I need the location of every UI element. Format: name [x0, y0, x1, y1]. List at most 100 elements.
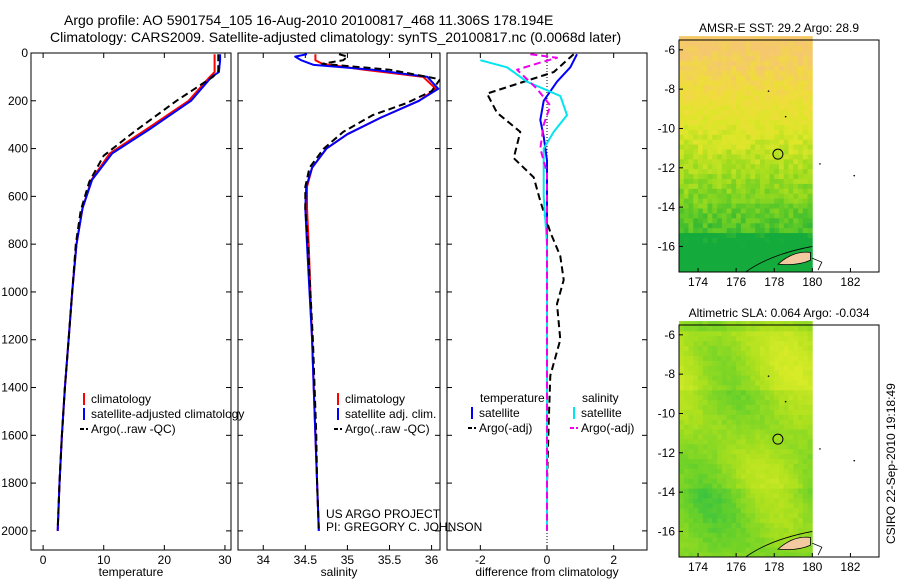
- sla_map-cell: [721, 552, 728, 558]
- sla_map-cell: [750, 478, 756, 484]
- sst_map-cell: [683, 104, 689, 111]
- sla_map-cell: [793, 468, 799, 474]
- sst_map-cell: [707, 232, 713, 238]
- sla_map-cell: [693, 502, 699, 509]
- sst_map-cell: [788, 99, 794, 106]
- sst_map-cell: [726, 60, 732, 66]
- sla_map-cell: [783, 389, 789, 396]
- sla_map-cell: [702, 370, 708, 376]
- sla_map-cell: [759, 429, 766, 435]
- sla_map-cell: [755, 498, 761, 504]
- sla_map-cell: [721, 335, 728, 342]
- sla_map-cell: [798, 325, 804, 332]
- sst_map-cell: [683, 163, 689, 170]
- sst_map-cell: [726, 262, 732, 268]
- sla_map-cell: [793, 355, 799, 361]
- sla_map-cell: [679, 483, 685, 489]
- sst_map-cell: [707, 262, 713, 268]
- sst_map-cell: [712, 55, 718, 62]
- sst_map-cell: [759, 198, 766, 204]
- sst_map-cell: [726, 55, 732, 62]
- sla_map-cell: [764, 483, 770, 489]
- sst_map-cell: [707, 119, 713, 125]
- sla_map-cell: [726, 404, 732, 410]
- sla_map-cell: [774, 321, 780, 327]
- sst_map-cell: [679, 90, 685, 96]
- sla_map-cell: [807, 345, 813, 351]
- sla_map-cell: [802, 463, 808, 469]
- sst_map-cell: [683, 85, 689, 91]
- sla_map-cell: [698, 527, 704, 533]
- sst_map-cell: [745, 75, 751, 81]
- sla_map-cell: [774, 498, 780, 504]
- sla_map-cell: [726, 321, 732, 327]
- sla_map-cell: [702, 360, 708, 366]
- sst_map-cell: [783, 183, 789, 189]
- sst_map-cell: [802, 124, 808, 130]
- sst_map-cell: [793, 65, 799, 71]
- sla_map-cell: [788, 478, 794, 484]
- sla_map-cell: [698, 335, 704, 342]
- sla_map-cell: [798, 365, 804, 371]
- sla_map-cell: [802, 409, 808, 415]
- sst_map-cell: [745, 213, 751, 219]
- sst_map-cell: [702, 203, 708, 209]
- sst_map-cell: [788, 247, 794, 253]
- sla_map-cell: [798, 483, 804, 489]
- sst_map-cell: [750, 227, 756, 234]
- sst_map-cell: [712, 193, 718, 199]
- sst_map-cell: [731, 222, 737, 229]
- sla_map-cell: [693, 434, 699, 440]
- sst_map-cell: [764, 203, 770, 209]
- sst_map-cell: [793, 193, 799, 199]
- sla_map-cell: [702, 512, 708, 519]
- sla_map-cell: [807, 443, 813, 450]
- sla_map-ytick-label: -14: [658, 485, 676, 499]
- sst_map-cell: [774, 134, 780, 140]
- sst_map-cell: [707, 75, 713, 81]
- sst_map-cell: [702, 217, 708, 224]
- sst_map-cell: [802, 60, 808, 66]
- sla_map-cell: [717, 321, 723, 327]
- sst_map-cell: [779, 80, 785, 86]
- sla_map-cell: [712, 414, 718, 420]
- sst_map-cell: [688, 149, 694, 155]
- sst_map-cell: [807, 158, 813, 165]
- sla_map-cell: [769, 389, 775, 396]
- sst_map-cell: [717, 109, 723, 116]
- sla_map-cell: [793, 517, 799, 523]
- sst_map-cell: [740, 99, 747, 106]
- sla_map-cell: [802, 478, 808, 484]
- sla_map-cell: [769, 325, 775, 332]
- sla_map-cell: [774, 458, 780, 465]
- sst_map-cell: [698, 178, 704, 184]
- sst_map-cell: [721, 168, 728, 175]
- sla_map-cell: [807, 335, 813, 342]
- sst_map-cell: [774, 193, 780, 199]
- sst_map-cell: [721, 208, 728, 214]
- sst_map-cell: [702, 149, 708, 155]
- sst_map-cell: [693, 40, 699, 47]
- salinity-xtick-label: 35.5: [378, 553, 402, 567]
- sla_map-cell: [731, 498, 737, 504]
- sst_map-cell: [740, 104, 747, 111]
- sla_map-cell: [759, 335, 766, 342]
- sla_map-cell: [679, 468, 685, 474]
- sst_map-cell: [802, 247, 808, 253]
- sst_map-cell: [759, 40, 766, 47]
- sst_map-cell: [688, 188, 694, 194]
- sst_map-cell: [707, 129, 713, 135]
- sla_map-cell: [726, 473, 732, 479]
- sst_map-cell: [721, 222, 728, 229]
- sst_map-cell: [740, 124, 747, 130]
- sla_map-cell: [764, 478, 770, 484]
- sla_map-cell: [679, 552, 685, 558]
- sla_map-cell: [721, 443, 728, 450]
- sla_map-cell: [745, 439, 751, 445]
- sla_map-cell: [731, 517, 737, 523]
- sla_map-cell: [759, 340, 766, 347]
- sla_map-cell: [717, 498, 723, 504]
- sla_map-cell: [698, 399, 704, 406]
- sla_map-cell: [683, 439, 689, 445]
- sst_map-cell: [774, 227, 780, 234]
